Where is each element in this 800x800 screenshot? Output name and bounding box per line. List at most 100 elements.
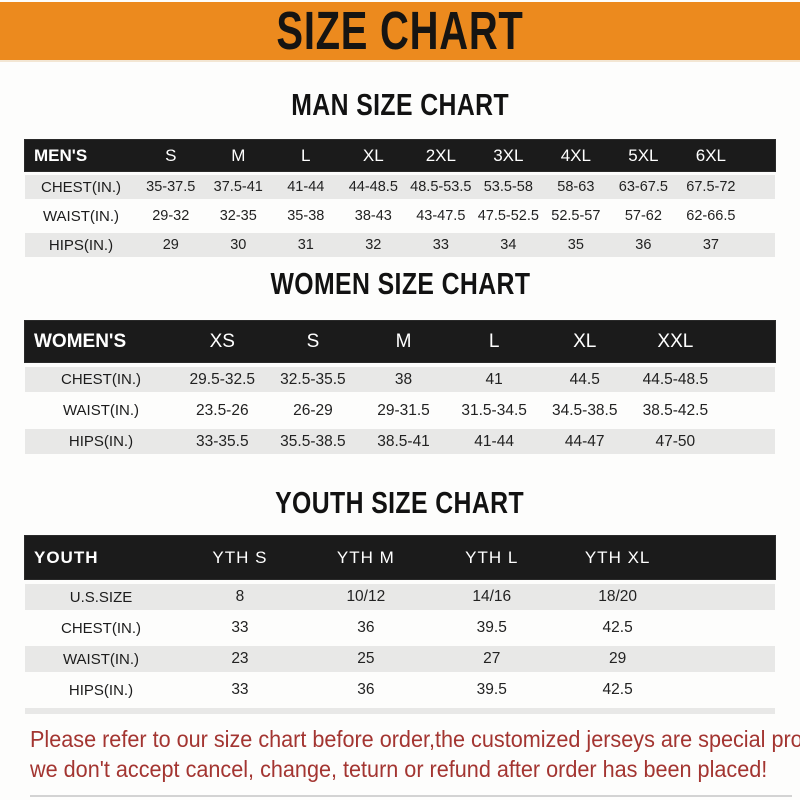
value-cell: 41-44	[474, 432, 514, 450]
value-cell: 29.5-32.5	[189, 370, 256, 388]
value-cell: 33	[231, 619, 249, 636]
value-cell: 41	[485, 370, 503, 388]
column-header-cell: XL	[362, 145, 384, 165]
value-cell: 44-48.5	[348, 179, 398, 195]
value-cell: 44.5	[569, 370, 600, 388]
column-header-cell: S	[306, 330, 320, 352]
men-size-table: MEN'S S M L XL 2XL 3XL 4XL 5XL 6XL CHEST(IN.) 35-37…	[25, 140, 775, 257]
value-cell: 35	[567, 237, 584, 253]
column-header-cell: L	[488, 330, 500, 352]
value-cell: 31.5-34.5	[461, 401, 527, 419]
value-cell: 38	[394, 370, 413, 388]
value-cell: 33	[432, 237, 449, 253]
row-label-cell: CHEST(IN.)	[61, 371, 141, 388]
column-header-cell: YTH L	[465, 547, 519, 567]
table-row: CHEST(IN.) 33 36 39.5 42.5	[25, 615, 775, 641]
page-title: SIZE CHART	[276, 1, 524, 61]
women-size-table: WOMEN'S XS S M L XL XXL CHEST(IN.) 29.5-32.5 32.5…	[25, 321, 775, 454]
table-row: WAIST(IN.) 23.5-26 26-29 29-31.5 31.5-34.5 34…	[25, 398, 775, 423]
value-cell: 31	[297, 237, 314, 253]
value-cell: 10/12	[346, 588, 386, 605]
value-cell: 32	[365, 237, 382, 253]
table-header-row: MEN'S S M L XL 2XL 3XL 4XL 5XL 6XL	[25, 140, 775, 171]
value-cell: 47.5-52.5	[477, 208, 539, 224]
value-cell: 41-44	[287, 179, 325, 195]
column-header-cell: XS	[209, 330, 235, 352]
column-header-cell: YTH S	[212, 547, 268, 567]
notice-line-2: we don't accept cancel, change, teturn o…	[30, 756, 768, 782]
row-label-cell: CHEST(IN.)	[61, 619, 141, 637]
row-label-cell: U.S.SIZE	[69, 588, 133, 606]
value-cell: 38.5-42.5	[642, 401, 709, 419]
table-row: HIPS(IN.) 29 30 31 32 33 34 35 36 37	[25, 233, 775, 257]
value-cell: 29-32	[152, 208, 190, 224]
table-header-label: MEN'S	[34, 145, 88, 165]
column-header-cell: 6XL	[695, 145, 726, 165]
value-cell: 36	[357, 619, 375, 636]
value-cell: 30	[230, 237, 247, 253]
footer-notice: Please refer to our size chart before or…	[30, 724, 800, 784]
value-cell: 67.5-72	[686, 179, 736, 195]
notice-line-1: Please refer to our size chart before or…	[30, 726, 800, 752]
youth-section-heading-text: YOUTH SIZE CHART	[275, 485, 525, 520]
value-cell: 42.5	[602, 681, 633, 698]
row-label-cell: HIPS(IN.)	[68, 681, 134, 699]
table-row: CHEST(IN.) 29.5-32.5 32.5-35.5 38 41 44.5 44.5…	[25, 367, 775, 392]
column-header-cell: L	[301, 145, 311, 165]
value-cell: 62-66.5	[686, 208, 736, 224]
value-cell: 37.5-41	[213, 179, 263, 195]
value-cell: 32.5-35.5	[280, 370, 346, 388]
value-cell: 58-63	[557, 179, 595, 195]
value-cell: 48.5-53.5	[410, 179, 472, 195]
value-cell: 43-47.5	[416, 208, 466, 224]
table-row: CHEST(IN.) 35-37.5 37.5-41 41-44 44-48.5 48.5…	[25, 175, 775, 199]
bottom-divider	[30, 795, 792, 797]
table-header-label: YOUTH	[34, 547, 99, 567]
women-size-chart-section: WOMEN SIZE CHART WOMEN'S XS S M L XL XXL CHEST(…	[0, 267, 800, 454]
table-header-label: WOMEN'S	[34, 330, 127, 352]
value-cell: 26-29	[293, 401, 333, 419]
value-cell: 57-62	[624, 208, 662, 224]
column-header-cell: S	[165, 145, 177, 165]
value-cell: 44-47	[564, 432, 605, 450]
value-cell: 53.5-58	[483, 179, 533, 195]
value-cell: 29	[162, 237, 179, 253]
column-header-cell: 2XL	[425, 145, 456, 165]
value-cell: 8	[235, 588, 245, 605]
value-cell: 23	[231, 650, 249, 667]
men-section-heading-text: MAN SIZE CHART	[291, 87, 509, 122]
table-row: WAIST(IN.) 29-32 32-35 35-38 38-43 43-47.5 47.…	[25, 204, 775, 228]
value-cell: 18/20	[598, 588, 638, 605]
youth-size-table: YOUTH YTH S YTH M YTH L YTH XL U.S.SIZE 8 10/12…	[25, 536, 775, 714]
row-label-cell: WAIST(IN.)	[62, 650, 140, 668]
row-label-cell: CHEST(IN.)	[41, 178, 121, 196]
value-cell: 38.5-41	[377, 432, 430, 450]
value-cell: 39.5	[476, 681, 507, 698]
row-label-cell: HIPS(IN.)	[48, 236, 114, 254]
column-header-cell: 3XL	[493, 145, 524, 165]
column-header-cell: YTH M	[336, 547, 395, 567]
value-cell: 36	[357, 681, 375, 698]
value-cell: 29-31.5	[377, 401, 430, 419]
value-cell: 35-38	[287, 208, 325, 224]
value-cell: 33-35.5	[196, 432, 249, 450]
column-header-cell: YTH XL	[584, 547, 651, 567]
column-header-cell: M	[395, 330, 412, 352]
value-cell: 25	[357, 650, 375, 667]
value-cell: 35-37.5	[146, 179, 196, 195]
value-cell: 27	[483, 650, 501, 667]
value-cell: 23.5-26	[196, 401, 249, 419]
value-cell: 34.5-38.5	[551, 401, 618, 419]
table-header-row: YOUTH YTH S YTH M YTH L YTH XL	[25, 536, 775, 579]
value-cell: 33	[231, 681, 249, 698]
column-header-cell: M	[231, 145, 246, 165]
row-label-cell: WAIST(IN.)	[62, 402, 140, 419]
table-row: HIPS(IN.) 33-35.5 35.5-38.5 38.5-41 41-44 44-…	[25, 429, 775, 454]
row-label-cell: WAIST(IN.)	[42, 207, 120, 225]
youth-section-heading: YOUTH SIZE CHART	[0, 486, 800, 520]
women-section-heading-text: WOMEN SIZE CHART	[270, 266, 530, 301]
table-row: WAIST(IN.) 23 25 27 29	[25, 646, 775, 672]
value-cell: 52.5-57	[551, 208, 601, 224]
value-cell: 39.5	[476, 619, 507, 636]
